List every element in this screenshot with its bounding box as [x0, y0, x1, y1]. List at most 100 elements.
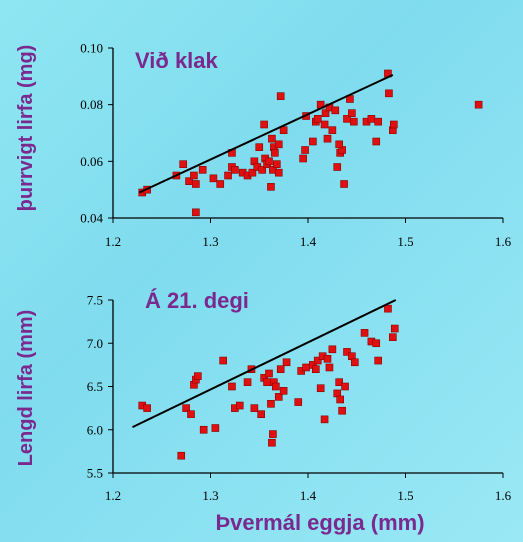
data-point: [323, 355, 332, 363]
data-point: [182, 404, 190, 412]
y-tick-label: 5.5: [87, 466, 103, 481]
trend-line: [132, 299, 397, 429]
data-point: [177, 451, 186, 460]
data-point: [209, 174, 218, 183]
data-point: [384, 304, 392, 313]
data-point: [187, 410, 195, 418]
data-point: [211, 424, 220, 432]
data-point: [313, 356, 322, 365]
y-tick-label: 0.04: [80, 211, 103, 226]
data-point: [272, 160, 281, 168]
data-point: [268, 438, 276, 447]
data-point: [265, 369, 273, 378]
data-point: [316, 384, 325, 393]
data-point: [323, 134, 332, 143]
data-point: [224, 171, 232, 180]
data-point: [269, 430, 277, 438]
y-tick-label: 6.0: [87, 422, 103, 437]
data-point: [360, 329, 369, 337]
data-point: [320, 120, 329, 129]
data-point: [250, 404, 259, 412]
x-tick-label: 1.5: [397, 488, 413, 503]
data-point: [348, 109, 356, 117]
x-tick-label: 1.6: [495, 234, 512, 249]
data-point: [343, 348, 351, 356]
data-point: [255, 143, 264, 151]
data-point: [271, 149, 279, 157]
data-point: [372, 339, 381, 348]
data-point: [313, 115, 322, 123]
chart-title: Við klak: [135, 48, 219, 73]
data-point: [390, 324, 399, 333]
data-point: [350, 117, 358, 126]
data-point: [301, 146, 309, 154]
x-tick-label: 1.3: [202, 234, 218, 249]
data-point: [341, 382, 349, 391]
data-point: [235, 401, 244, 410]
data-point: [335, 140, 344, 149]
y-tick-label: 7.0: [87, 336, 103, 351]
x-axis-label: Þvermál eggja (mm): [215, 510, 424, 535]
x-tick-label: 1.5: [397, 234, 413, 249]
chart-panel-vid-klak: Við klak þurrvigt lirfa (mg) 1.2 1.3 1.4 1.…: [15, 41, 512, 250]
data-point: [282, 358, 291, 367]
data-point: [340, 180, 348, 188]
data-point: [279, 387, 288, 395]
data-point: [257, 410, 266, 418]
data-point: [294, 398, 303, 406]
data-point: [374, 117, 383, 126]
x-tick-label: 1.2: [105, 234, 121, 249]
y-axis-label: þurrvigt lirfa (mg): [15, 45, 37, 212]
data-point: [231, 166, 239, 174]
data-point: [274, 140, 283, 149]
data-point: [321, 109, 330, 117]
data-point: [194, 372, 202, 380]
data-point: [272, 382, 280, 391]
data-point: [243, 378, 252, 386]
x-tick-label: 1.2: [105, 488, 121, 503]
data-point: [267, 183, 275, 191]
data-point: [336, 395, 344, 404]
data-point: [311, 365, 320, 374]
data-point: [328, 126, 337, 134]
data-point: [389, 120, 398, 129]
data-point: [309, 137, 317, 146]
data-point: [192, 208, 200, 217]
data-point: [190, 171, 198, 180]
data-point: [367, 115, 376, 123]
data-point: [219, 356, 227, 365]
data-point: [268, 134, 276, 143]
data-point: [328, 345, 337, 354]
data-point: [385, 89, 393, 98]
data-point: [374, 356, 383, 365]
data-point: [276, 365, 285, 374]
x-tick-label: 1.6: [495, 488, 512, 503]
trend-line: [138, 74, 394, 194]
data-point: [260, 120, 268, 129]
data-point: [338, 406, 346, 415]
data-point: [274, 393, 283, 401]
data-point: [350, 358, 359, 367]
data-point: [199, 425, 208, 434]
data-point: [325, 363, 334, 372]
data-point: [320, 415, 329, 424]
data-point: [265, 157, 273, 166]
y-tick-label: 0.10: [80, 41, 103, 56]
data-point: [331, 106, 340, 115]
data-point: [198, 166, 207, 174]
data-point: [192, 180, 200, 188]
data-point: [333, 163, 342, 171]
y-tick-label: 7.5: [87, 293, 103, 308]
data-point: [143, 404, 151, 412]
data-point: [389, 333, 397, 341]
data-point: [302, 363, 310, 372]
data-point: [216, 180, 225, 188]
data-point: [299, 154, 307, 163]
data-point: [474, 100, 483, 109]
x-tick-label: 1.3: [202, 488, 218, 503]
data-point: [274, 168, 283, 177]
x-tick-label: 1.4: [300, 234, 317, 249]
x-tick-label: 1.4: [300, 488, 317, 503]
chart-title: Á 21. degi: [145, 288, 249, 313]
